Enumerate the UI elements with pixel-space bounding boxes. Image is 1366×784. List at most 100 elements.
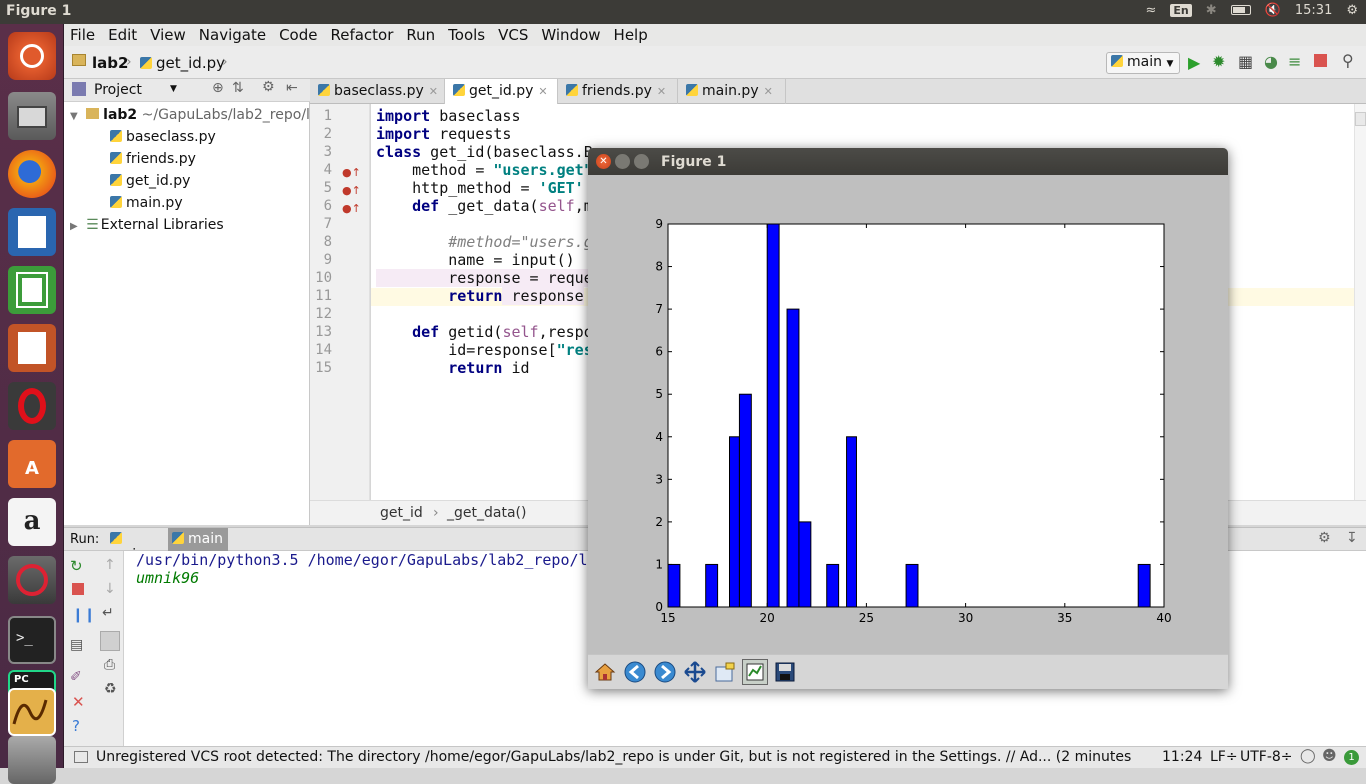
keyboard-layout-indicator[interactable]: En — [1170, 4, 1192, 17]
settings-icon[interactable] — [8, 556, 56, 604]
calc-icon[interactable] — [8, 266, 56, 314]
volume-muted-icon[interactable]: 🔇 — [1264, 3, 1281, 18]
run-tab-main-2[interactable]: main — [168, 528, 228, 551]
tree-file-main[interactable]: main.py — [110, 195, 183, 211]
project-view-select[interactable]: Project — [94, 82, 142, 98]
clock[interactable]: 15:31 — [1294, 3, 1333, 18]
hide-icon[interactable]: ⇤ — [286, 80, 298, 96]
chevron-down-icon[interactable]: ▼ — [170, 84, 177, 94]
scroll-to-end-icon[interactable] — [100, 631, 120, 651]
menu-navigate[interactable]: Navigate — [198, 26, 267, 44]
inspector-icon[interactable]: ☻ — [1322, 748, 1337, 764]
coverage-icon[interactable]: ▦ — [1238, 52, 1254, 71]
override-marker-icon[interactable]: ●↑ — [342, 202, 361, 215]
menu-refactor[interactable]: Refactor — [330, 26, 394, 44]
inspection-status-icon[interactable] — [1355, 112, 1366, 126]
stop-icon[interactable] — [1314, 54, 1327, 67]
run-icon[interactable]: ▶ — [1188, 53, 1201, 72]
breadcrumb-project[interactable]: lab2 — [92, 54, 129, 72]
menu-code[interactable]: Code — [279, 26, 318, 44]
impress-icon[interactable] — [8, 324, 56, 372]
print-icon[interactable]: ⎙ — [104, 657, 116, 673]
ubuntu-dash-icon[interactable] — [8, 32, 56, 80]
histogram-plot[interactable]: 15 20 25 30 35 40 0 1 2 3 4 5 6 7 8 9 — [588, 175, 1228, 654]
tool-window-icon[interactable] — [74, 751, 88, 763]
run-config-select[interactable]: main ▼ — [1106, 52, 1180, 74]
close-icon[interactable]: ✕ — [428, 85, 438, 98]
menu-edit[interactable]: Edit — [108, 26, 138, 44]
software-center-icon[interactable]: A — [8, 440, 56, 488]
files-icon[interactable] — [8, 92, 56, 140]
breadcrumb-class[interactable]: get_id — [380, 505, 423, 521]
forward-icon[interactable] — [652, 659, 678, 685]
menu-window[interactable]: Window — [541, 26, 601, 44]
search-icon[interactable]: ⚲ — [1342, 51, 1354, 70]
menu-view[interactable]: View — [150, 26, 186, 44]
bluetooth-icon[interactable]: ✱ — [1205, 3, 1217, 18]
gear-icon[interactable]: ⚙ — [1318, 530, 1331, 546]
menu-tools[interactable]: Tools — [448, 26, 486, 44]
tree-file-friends[interactable]: friends.py — [110, 151, 196, 167]
firefox-icon[interactable] — [8, 150, 56, 198]
editor-scrollbar[interactable] — [1354, 104, 1366, 500]
pause-icon[interactable]: ❙❙ — [72, 607, 96, 623]
arrow-down-icon[interactable]: ↓ — [104, 581, 116, 597]
menu-file[interactable]: File — [70, 26, 96, 44]
tab-friends[interactable]: friends.py ✕ — [558, 79, 678, 104]
zoom-rect-icon[interactable] — [712, 659, 738, 685]
opera-icon[interactable] — [8, 382, 56, 430]
run-tab-main-1[interactable]: main — [106, 528, 164, 563]
profile-icon[interactable]: ◕ — [1264, 52, 1278, 71]
minimize-window-icon[interactable] — [615, 154, 630, 169]
close-icon[interactable]: ✕ — [656, 85, 667, 98]
status-message[interactable]: Unregistered VCS root detected: The dire… — [96, 749, 1136, 765]
wifi-icon[interactable]: ≈ — [1145, 3, 1157, 18]
writer-icon[interactable] — [8, 208, 56, 256]
file-encoding[interactable]: UTF-8÷ — [1240, 749, 1293, 765]
rerun-icon[interactable]: ↻ — [70, 557, 83, 575]
breadcrumb-method[interactable]: _get_data() — [447, 505, 527, 521]
line-separator[interactable]: LF÷ — [1210, 749, 1238, 765]
hide-panel-icon[interactable]: ↧ — [1346, 530, 1358, 546]
subplots-config-icon[interactable] — [742, 659, 768, 685]
close-icon[interactable]: ✕ — [72, 693, 85, 711]
tab-baseclass[interactable]: baseclass.py ✕ — [310, 79, 445, 104]
tree-file-baseclass[interactable]: baseclass.py — [110, 129, 216, 145]
maximize-window-icon[interactable] — [634, 154, 649, 169]
battery-icon[interactable] — [1230, 3, 1251, 18]
override-marker-icon[interactable]: ●↑ — [342, 184, 361, 197]
pin-icon[interactable]: ✐ — [70, 669, 82, 685]
collapse-icon[interactable]: ⇅ — [232, 80, 244, 96]
matplotlib-figure-icon[interactable] — [8, 688, 56, 736]
tree-external-libraries[interactable]: ▶ ☰ External Libraries — [70, 217, 224, 233]
locate-icon[interactable]: ⊕ — [212, 80, 224, 96]
tree-root-lab2[interactable]: ▼ lab2 ~/GapuLabs/lab2_repo/l — [70, 107, 310, 123]
amazon-icon[interactable]: a — [8, 498, 56, 546]
lock-icon[interactable]: ◯ — [1300, 748, 1316, 764]
debug-icon[interactable]: ✹ — [1212, 52, 1226, 71]
save-icon[interactable] — [772, 659, 798, 685]
pan-icon[interactable] — [682, 659, 708, 685]
trash-icon[interactable]: ♻ — [104, 681, 117, 697]
caret-position[interactable]: 11:24 — [1162, 749, 1203, 765]
help-icon[interactable]: ? — [72, 717, 80, 735]
home-icon[interactable] — [592, 659, 618, 685]
breadcrumb-file[interactable]: get_id.py — [156, 54, 225, 72]
tab-main[interactable]: main.py ✕ — [678, 79, 786, 104]
layout-icon[interactable]: ▤ — [70, 637, 84, 653]
menu-vcs[interactable]: VCS — [498, 26, 529, 44]
close-icon[interactable]: ✕ — [763, 85, 773, 98]
terminal-icon[interactable]: >_ — [8, 616, 56, 664]
menu-help[interactable]: Help — [613, 26, 648, 44]
gear-icon[interactable]: ⚙ — [262, 79, 275, 95]
tree-file-get-id[interactable]: get_id.py — [110, 173, 190, 189]
menu-run[interactable]: Run — [406, 26, 436, 44]
close-icon[interactable]: ✕ — [538, 85, 548, 98]
soft-wrap-icon[interactable]: ↵ — [102, 605, 114, 621]
gear-icon[interactable]: ⚙ — [1346, 3, 1358, 18]
stop-icon[interactable] — [72, 583, 84, 595]
back-icon[interactable] — [622, 659, 648, 685]
close-window-icon[interactable]: ✕ — [596, 154, 611, 169]
run-concurrency-icon[interactable]: ≡ — [1288, 52, 1302, 71]
tab-get-id[interactable]: get_id.py ✕ — [445, 79, 558, 104]
